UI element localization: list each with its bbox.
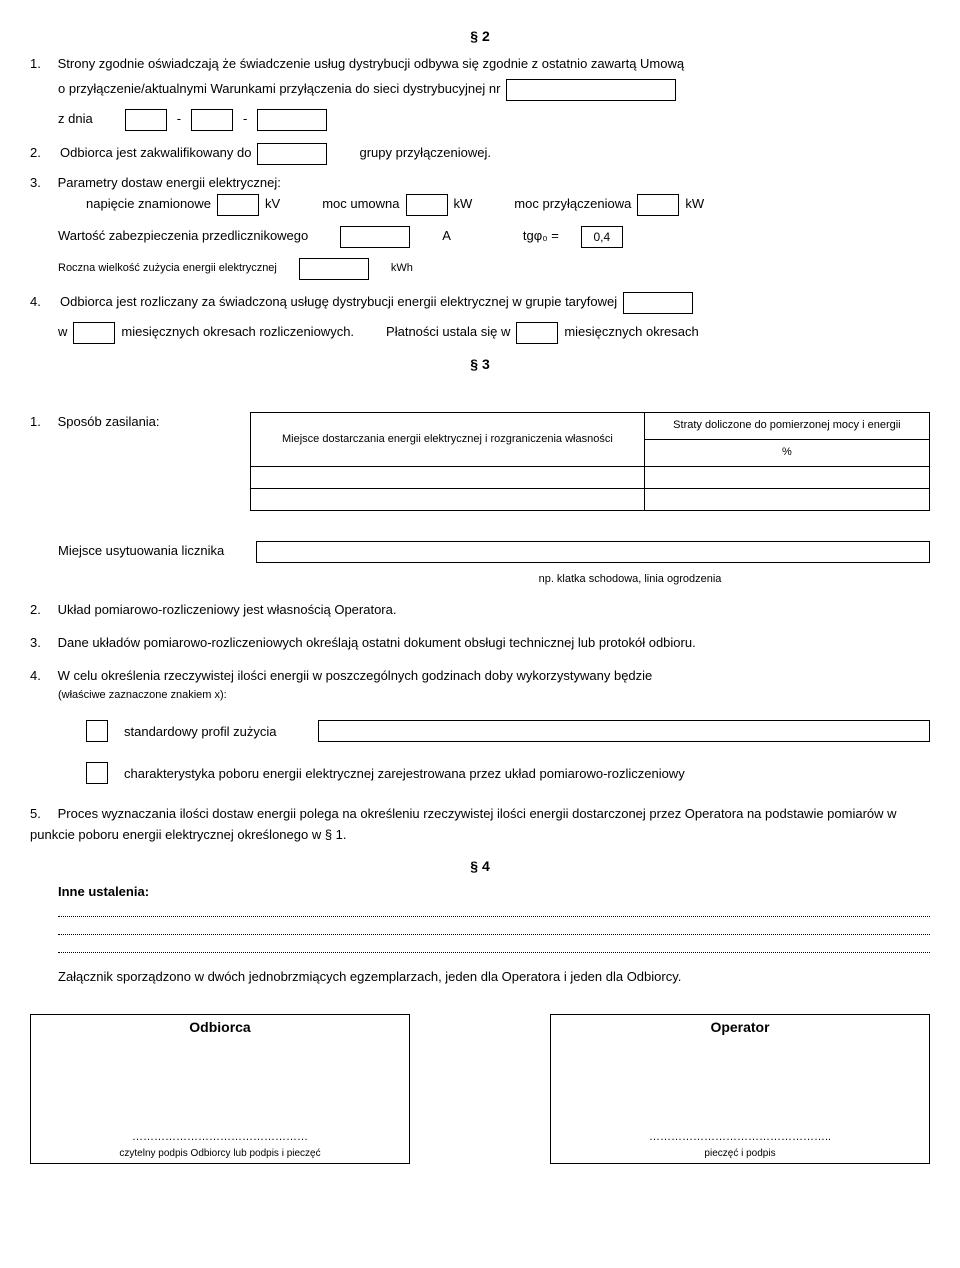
s3-item3-text: Dane układów pomiarowo-rozliczeniowych o… bbox=[58, 635, 696, 650]
checkbox-charakterystyka[interactable] bbox=[86, 762, 108, 784]
s2-item1-num: 1. bbox=[30, 54, 54, 75]
kv-label: kV bbox=[265, 194, 280, 215]
checkbox-standard-profile[interactable] bbox=[86, 720, 108, 742]
zalacznik-text: Załącznik sporządzono w dwóch jednobrzmi… bbox=[30, 969, 930, 984]
napiecie-input[interactable] bbox=[217, 194, 259, 216]
signature-row: Odbiorca ………………………………………… czytelny podpi… bbox=[30, 1014, 930, 1164]
date-year-input[interactable] bbox=[257, 109, 327, 131]
moc-przyl-label: moc przyłączeniowa bbox=[514, 194, 631, 215]
s2-item3-num: 3. bbox=[30, 173, 54, 194]
s3-item2-text: Układ pomiarowo-rozliczeniowy jest własn… bbox=[58, 602, 397, 617]
th-right: Straty doliczone do pomierzonej mocy i e… bbox=[644, 413, 929, 440]
s2-item2-num: 2. bbox=[30, 143, 54, 164]
kw-label-1: kW bbox=[454, 194, 473, 215]
s3-item1: 1. Sposób zasilania: Miejsce dostarczani… bbox=[30, 382, 930, 511]
platnosci-label: Płatności ustala się w bbox=[386, 322, 510, 343]
dotline-1[interactable] bbox=[58, 903, 930, 917]
s2-item4: 4. Odbiorca jest rozliczany za świadczon… bbox=[30, 292, 930, 344]
napiecie-label: napięcie znamionowe bbox=[86, 194, 211, 215]
odbiorca-sig-box: Odbiorca ………………………………………… czytelny podpi… bbox=[30, 1014, 410, 1164]
moc-umowna-label: moc umowna bbox=[322, 194, 399, 215]
roczna-input[interactable] bbox=[299, 258, 369, 280]
zdnia-label: z dnia bbox=[58, 109, 93, 130]
miejsce-licznika-input[interactable] bbox=[256, 541, 930, 563]
section-3-header: § 3 bbox=[30, 356, 930, 372]
s2-item1: 1. Strony zgodnie oświadczają że świadcz… bbox=[30, 54, 930, 131]
s3-item2-num: 2. bbox=[30, 600, 54, 621]
wartosc-label: Wartość zabezpieczenia przedlicznikowego bbox=[58, 226, 308, 247]
a-label: A bbox=[442, 226, 451, 247]
s3-item3-num: 3. bbox=[30, 633, 54, 654]
th-percent: % bbox=[644, 439, 929, 466]
inne-label: Inne ustalenia: bbox=[58, 884, 930, 899]
s3-item5-text: Proces wyznaczania ilości dostaw energii… bbox=[30, 806, 897, 842]
s3-item2: 2. Układ pomiarowo-rozliczeniowy jest wł… bbox=[30, 600, 930, 621]
miejsce-licznika-label: Miejsce usytuowania licznika bbox=[58, 541, 224, 562]
tgphi-label: tgφ₀ = bbox=[523, 226, 559, 247]
wartosc-input[interactable] bbox=[340, 226, 410, 248]
delivery-table: Miejsce dostarczania energii elektryczne… bbox=[250, 412, 930, 510]
table-cell-1-2[interactable] bbox=[644, 466, 929, 488]
group-input[interactable] bbox=[257, 143, 327, 165]
table-cell-2-1[interactable] bbox=[251, 488, 645, 510]
s3-item4-num: 4. bbox=[30, 666, 54, 687]
operator-dots: ………………………………………….. bbox=[551, 1131, 929, 1143]
np-klatka-note: np. klatka schodowa, linia ogrodzenia bbox=[330, 571, 930, 589]
contract-number-input[interactable] bbox=[506, 79, 676, 101]
inne-ustalenia: Inne ustalenia: bbox=[30, 884, 930, 953]
taryfa-input[interactable] bbox=[623, 292, 693, 314]
table-cell-2-2[interactable] bbox=[644, 488, 929, 510]
licznika-row: Miejsce usytuowania licznika np. klatka … bbox=[30, 541, 930, 589]
operator-sig-box: Operator ………………………………………….. pieczęć i po… bbox=[550, 1014, 930, 1164]
s3-item1-num: 1. bbox=[30, 412, 54, 433]
s2-item4-a: Odbiorca jest rozliczany za świadczoną u… bbox=[60, 292, 617, 313]
section-4-header: § 4 bbox=[30, 858, 930, 874]
dotline-2[interactable] bbox=[58, 921, 930, 935]
odbiorca-caption: czytelny podpis Odbiorcy lub podpis i pi… bbox=[31, 1148, 409, 1159]
s3-item4: 4. W celu określenia rzeczywistej ilości… bbox=[30, 666, 930, 704]
w-label: w bbox=[58, 322, 67, 343]
platnosci-input[interactable] bbox=[516, 322, 558, 344]
operator-caption: pieczęć i podpis bbox=[551, 1148, 929, 1159]
s2-item1-text-b: o przyłączenie/aktualnymi Warunkami przy… bbox=[58, 79, 500, 100]
s3-item5: 5. Proces wyznaczania ilości dostaw ener… bbox=[30, 804, 930, 846]
odbiorca-dots: ………………………………………… bbox=[31, 1131, 409, 1143]
kw-label-2: kW bbox=[685, 194, 704, 215]
opt2-label: charakterystyka poboru energii elektrycz… bbox=[124, 766, 685, 781]
s2-item3-a: Parametry dostaw energii elektrycznej: bbox=[58, 175, 281, 190]
s3-item4-note: (właściwe zaznaczone znakiem x): bbox=[30, 687, 930, 705]
profile-input[interactable] bbox=[318, 720, 930, 742]
odbiorca-title: Odbiorca bbox=[31, 1019, 409, 1035]
date-day-input[interactable] bbox=[125, 109, 167, 131]
opt1-label: standardowy profil zużycia bbox=[124, 724, 276, 739]
okres-rozlicz-input[interactable] bbox=[73, 322, 115, 344]
date-month-input[interactable] bbox=[191, 109, 233, 131]
s3-item1-label: Sposób zasilania: bbox=[58, 414, 160, 429]
s3-item3: 3. Dane układów pomiarowo-rozliczeniowyc… bbox=[30, 633, 930, 654]
s3-item5-num: 5. bbox=[30, 804, 54, 825]
s2-item2-b: grupy przyłączeniowej. bbox=[359, 143, 491, 164]
kwh-label: kWh bbox=[391, 260, 413, 278]
table-cell-1-1[interactable] bbox=[251, 466, 645, 488]
section-2-header: § 2 bbox=[30, 28, 930, 44]
moc-przyl-input[interactable] bbox=[637, 194, 679, 216]
s2-item4-num: 4. bbox=[30, 292, 54, 313]
dotline-3[interactable] bbox=[58, 939, 930, 953]
roczna-label: Roczna wielkość zużycia energii elektryc… bbox=[58, 260, 277, 278]
mies-okr-label: miesięcznych okresach rozliczeniowych. bbox=[121, 322, 354, 343]
s2-item2: 2. Odbiorca jest zakwalifikowany do grup… bbox=[30, 143, 930, 165]
mies-okr2-label: miesięcznych okresach bbox=[564, 322, 698, 343]
operator-title: Operator bbox=[551, 1019, 929, 1035]
s2-item1-text-a: Strony zgodnie oświadczają że świadczeni… bbox=[58, 56, 685, 71]
tgphi-value: 0,4 bbox=[581, 226, 623, 248]
s3-item4-text: W celu określenia rzeczywistej ilości en… bbox=[58, 668, 653, 683]
s2-item3: 3. Parametry dostaw energii elektrycznej… bbox=[30, 173, 930, 280]
date-sep2: - bbox=[243, 109, 247, 130]
th-left: Miejsce dostarczania energii elektryczne… bbox=[251, 413, 645, 466]
date-sep1: - bbox=[177, 109, 181, 130]
s2-item2-a: Odbiorca jest zakwalifikowany do bbox=[60, 143, 251, 164]
moc-umowna-input[interactable] bbox=[406, 194, 448, 216]
